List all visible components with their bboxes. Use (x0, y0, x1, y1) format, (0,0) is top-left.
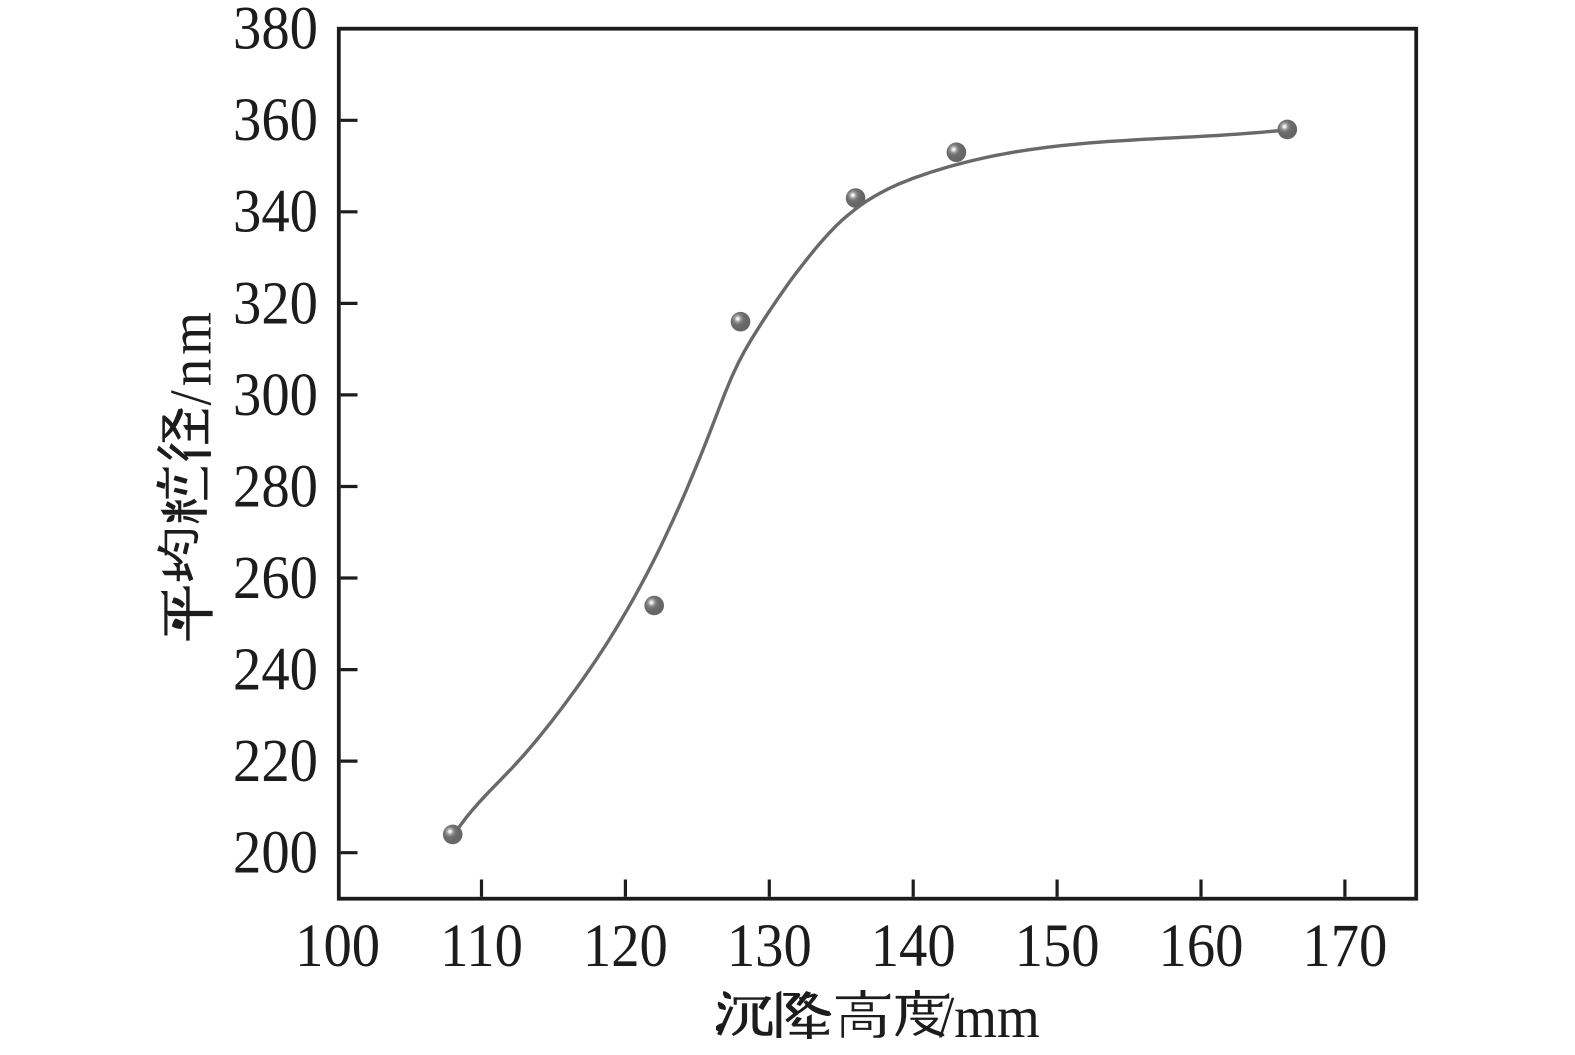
svg-text:320: 320 (233, 269, 318, 336)
svg-text:200: 200 (233, 819, 318, 886)
svg-text:340: 340 (233, 178, 318, 245)
svg-text:220: 220 (233, 727, 318, 794)
svg-text:280: 280 (233, 452, 318, 519)
svg-text:120: 120 (583, 912, 668, 979)
svg-text:300: 300 (233, 361, 318, 428)
svg-text:260: 260 (233, 544, 318, 611)
svg-text:130: 130 (727, 912, 812, 979)
svg-text:360: 360 (233, 86, 318, 153)
svg-text:160: 160 (1159, 912, 1244, 979)
svg-text:380: 380 (233, 0, 318, 62)
svg-text:240: 240 (233, 636, 318, 703)
svg-text:150: 150 (1015, 912, 1100, 979)
svg-text:140: 140 (871, 912, 956, 979)
svg-text:110: 110 (440, 912, 523, 979)
svg-text:/nm: /nm (159, 308, 224, 406)
svg-text:100: 100 (295, 912, 380, 979)
svg-text:/mm: /mm (939, 985, 1040, 1050)
svg-text:170: 170 (1302, 912, 1387, 979)
